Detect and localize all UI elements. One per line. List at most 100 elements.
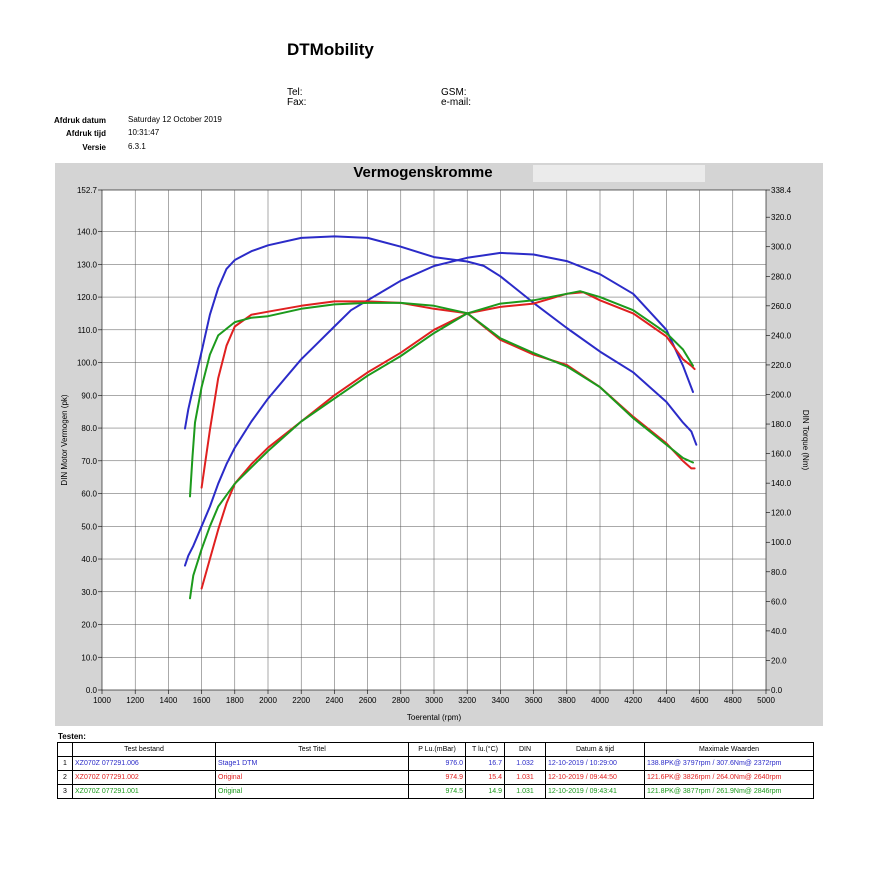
x-tick-label: 2400 [326,696,344,705]
cell-title: Stage1 DTM [215,756,409,771]
torque-line-series-1 [184,235,698,446]
y-right-tick-label: 338.4 [771,186,792,195]
y-left-tick-label: 90.0 [81,391,97,400]
cell-din: 1.032 [504,756,546,771]
x-tick-label: 3400 [492,696,510,705]
cell-num: 1 [57,756,73,771]
y-right-tick-label: 40.0 [771,627,787,636]
power-line-series-2 [200,291,696,590]
y-left-tick-label: 120.0 [77,293,98,302]
y-left-tick-label: 30.0 [81,588,97,597]
print-date-value: Saturday 12 October 2019 [128,115,222,124]
x-tick-label: 1600 [193,696,211,705]
tests-table: Test bestand Test Titel P Lu.(mBar) T lu… [57,742,814,799]
y-left-tick-label: 70.0 [81,457,97,466]
x-tick-label: 1000 [93,696,111,705]
x-tick-label: 4400 [658,696,676,705]
col-header-file: Test bestand [72,742,216,757]
y-right-tick-label: 320.0 [771,213,792,222]
y-left-tick-label: 140.0 [77,228,98,237]
cell-pressure: 976.0 [408,756,466,771]
x-tick-label: 1400 [160,696,178,705]
col-header-din: DIN [504,742,546,757]
power-line-series-3 [189,290,694,600]
x-tick-label: 4000 [591,696,609,705]
y-left-axis-label: DIN Motor Vermogen (pk) [60,394,69,485]
cell-max: 121.6PK@ 3826rpm / 264.0Nm@ 2640rpm [644,770,814,785]
torque-line-series-3 [189,301,694,498]
x-tick-label: 2600 [359,696,377,705]
y-left-tick-label: 0.0 [86,686,98,695]
power-torque-chart: Vermogenskromme 1000 1200 1400 1600 1800 2000… [60,164,810,722]
col-header-datetime: Datum & tijd [545,742,645,757]
cell-title: Original [215,784,409,799]
cell-file: XZ070Z 077291.002 [72,770,216,785]
y-right-tick-label: 200.0 [771,390,792,399]
print-time-value: 10:31:47 [128,128,160,137]
print-date-label: Afdruk datum [54,116,106,125]
x-tick-label: 3200 [458,696,476,705]
cell-temp: 15.4 [465,770,505,785]
cell-pressure: 974.9 [408,770,466,785]
tests-header-row: Test bestand Test Titel P Lu.(mBar) T lu… [57,742,814,757]
x-tick-label: 2200 [292,696,310,705]
cell-temp: 16.7 [465,756,505,771]
email-label: e-mail: [441,97,472,108]
y-left-tick-label: 100.0 [77,359,98,368]
x-tick-label: 4600 [691,696,709,705]
x-tick-label: 3000 [425,696,443,705]
y-right-tick-label: 280.0 [771,272,792,281]
y-right-tick-label: 140.0 [771,479,792,488]
col-header-temp: T lu.(°C) [465,742,505,757]
y-left-tick-label: 20.0 [81,621,97,630]
y-right-axis-label: DIN Torque (Nm) [801,410,810,471]
cell-pressure: 974.5 [408,784,466,799]
company-name: DTMobility [287,40,374,59]
y-left-tick-label: 130.0 [77,260,98,269]
cell-file: XZ070Z 077291.001 [72,784,216,799]
chart-panel: Vermogenskromme 1000 1200 1400 1600 1800 2000… [55,163,823,726]
col-header-title: Test Titel [215,742,409,757]
cell-file: XZ070Z 077291.006 [72,756,216,771]
version-label: Versie [82,143,106,152]
x-axis-label: Toerental (rpm) [407,713,462,722]
cell-num: 2 [57,770,73,785]
x-tick-label: 2000 [259,696,277,705]
torque-line-series-2 [200,300,696,489]
y-left-tick-label: 152.7 [77,186,98,195]
cell-max: 121.8PK@ 3877rpm / 261.9Nm@ 2846rpm [644,784,814,799]
y-right-tick-label: 100.0 [771,538,792,547]
series-layer [184,235,698,600]
x-tick-label: 3600 [525,696,543,705]
cell-din: 1.031 [504,784,546,799]
x-tick-label: 5000 [757,696,775,705]
cell-datetime: 12-10-2019 / 10:29:00 [545,756,645,771]
tel-label: Tel: [287,87,303,98]
y-right-tick-label: 80.0 [771,568,787,577]
print-time-label: Afdruk tijd [66,129,106,138]
gsm-label: GSM: [441,87,467,98]
y-left-tick-label: 60.0 [81,490,97,499]
x-tick-label: 1200 [126,696,144,705]
power-line-series-1 [184,251,694,567]
y-left-tick-label: 110.0 [78,326,98,335]
x-tick-label: 3800 [558,696,576,705]
cell-max: 138.8PK@ 3797rpm / 307.6Nm@ 2372rpm [644,756,814,771]
y-left-tick-label: 10.0 [81,653,97,662]
cell-din: 1.031 [504,770,546,785]
y-right-tick-label: 20.0 [771,656,787,665]
x-tick-label: 4800 [724,696,742,705]
y-right-tick-label: 260.0 [771,302,792,311]
y-right-tick-label: 300.0 [771,243,792,252]
version-value: 6.3.1 [128,142,146,151]
y-right-tick-label: 240.0 [771,331,792,340]
grid [102,190,766,690]
x-tick-label: 2800 [392,696,410,705]
x-tick-label: 1800 [226,696,244,705]
title-blank-box [533,165,705,182]
y-right-tick-label: 220.0 [771,361,792,370]
table-row: 2 XZ070Z 077291.002 Original 974.9 15.4 1.031… [57,770,814,785]
table-row: 1 XZ070Z 077291.006 Stage1 DTM 976.0 16.7 1.0… [57,756,814,771]
tests-label: Testen: [58,732,86,741]
cell-num: 3 [57,784,73,799]
